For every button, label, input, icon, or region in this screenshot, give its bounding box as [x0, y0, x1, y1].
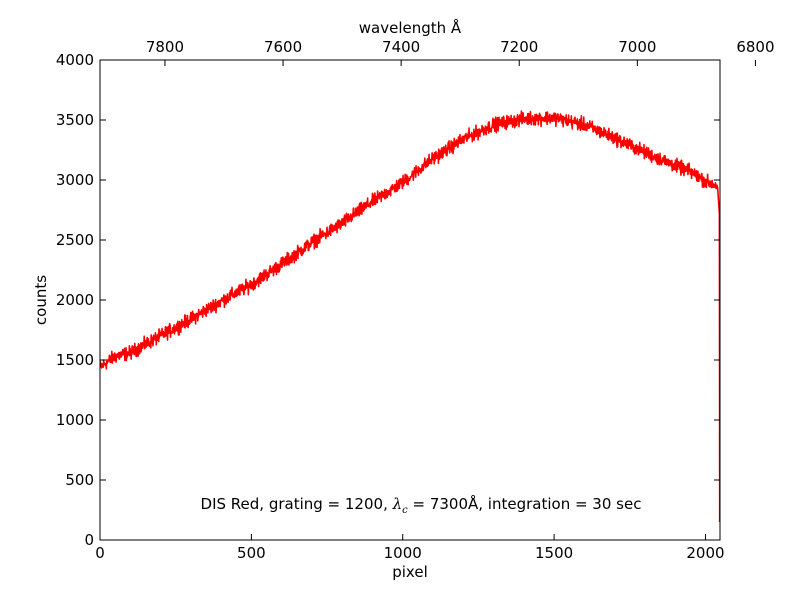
y-tick-label: 1500 — [56, 351, 94, 369]
y-axis-label: counts — [32, 275, 50, 325]
y-tick-label: 3000 — [56, 171, 94, 189]
series-layer — [100, 110, 720, 523]
y-tick-label: 500 — [65, 471, 94, 489]
top-tick-label: 7000 — [618, 38, 656, 56]
top-axis-label: wavelength Å — [359, 18, 462, 37]
ticks-layer: 0 500 1000 1500 2000 0 500 1000 1500 2000 2500 3000… — [56, 38, 775, 562]
y-tick-label: 2000 — [56, 291, 94, 309]
annotation-suffix: = 7300Å, integration = 30 sec — [408, 494, 642, 513]
y-tick-label: 1000 — [56, 411, 94, 429]
y-tick-label: 3500 — [56, 111, 94, 129]
y-tick-label: 2500 — [56, 231, 94, 249]
series-line-counts — [100, 110, 720, 523]
top-tick-label: 6800 — [736, 38, 774, 56]
top-tick-label: 7200 — [500, 38, 538, 56]
top-tick-label: 7800 — [146, 38, 184, 56]
x-tick-label: 2000 — [686, 544, 724, 562]
y-tick-label: 4000 — [56, 51, 94, 69]
x-axis-label: pixel — [392, 563, 428, 581]
x-tick-label: 0 — [95, 544, 105, 562]
annotation-lambda-sub: c — [402, 505, 408, 516]
annotation-prefix: DIS Red, grating = 1200, — [201, 495, 393, 513]
y-tick-label: 0 — [84, 531, 94, 549]
x-tick-label: 500 — [237, 544, 266, 562]
top-tick-label: 7600 — [264, 38, 302, 56]
annotation-lambda: λ — [392, 495, 403, 513]
top-tick-label: 7400 — [382, 38, 420, 56]
x-tick-label: 1000 — [384, 544, 422, 562]
x-tick-label: 1500 — [535, 544, 573, 562]
annotation-text: DIS Red, grating = 1200, λc = 7300Å, int… — [201, 494, 642, 516]
